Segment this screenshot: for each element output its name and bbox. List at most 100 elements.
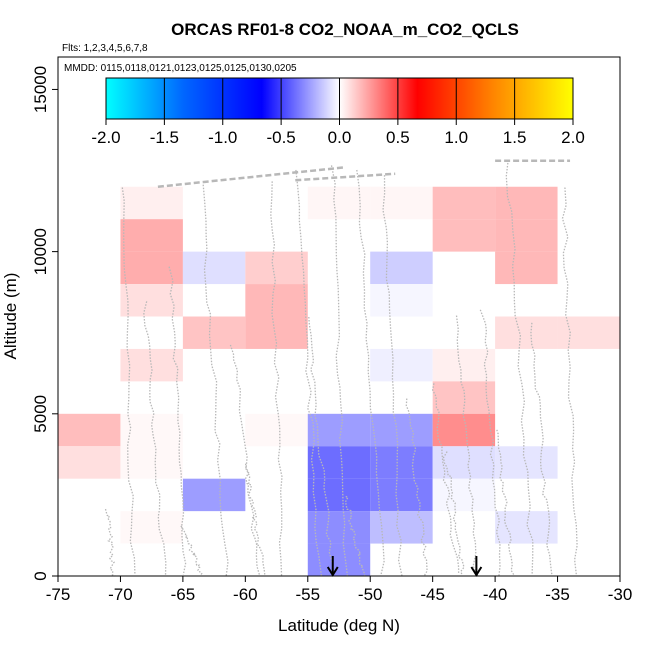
heatmap-cell: [495, 446, 558, 479]
flight-track: [561, 187, 578, 577]
heatmap-cell: [182, 316, 246, 349]
heatmap-cell: [557, 316, 620, 349]
heatmap-cell: [495, 251, 558, 285]
x-tick-label: -75: [46, 585, 71, 604]
colorbar-tick-label: -0.5: [266, 128, 295, 147]
flight-track: [180, 525, 203, 577]
heatmap-cell: [370, 511, 433, 544]
x-axis: -75 -70 -65 -60 -55 -50 -45 -40 -35 -30: [46, 576, 633, 604]
heatmap-cell: [370, 186, 433, 220]
x-tick-label: -40: [483, 585, 508, 604]
x-tick-label: -35: [545, 585, 570, 604]
heatmap-cell: [120, 284, 183, 317]
flight-track: [295, 169, 323, 576]
heatmap-cell: [58, 413, 121, 447]
flight-track: [442, 451, 465, 575]
flight-track: [229, 344, 261, 576]
arrow-marker-head: [470, 566, 483, 577]
heatmap-cell: [120, 251, 183, 285]
heatmap-cell: [432, 478, 496, 512]
heatmap-cell: [307, 543, 371, 576]
dates-label: MMDD: 0115,0118,0121,0123,0125,0125,0130…: [64, 63, 297, 74]
heatmap-cell: [307, 478, 371, 512]
heatmap-cell: [120, 219, 183, 252]
flight-track: [202, 184, 229, 577]
flight-track: [308, 316, 334, 577]
heatmap-cell: [245, 413, 308, 447]
heatmap-cell: [495, 316, 558, 349]
flight-track: [405, 398, 428, 576]
heatmap-cell: [182, 251, 246, 285]
flight-track: [104, 508, 116, 577]
heatmap-cell: [432, 186, 496, 220]
colorbar-tick-label: -1.5: [150, 128, 179, 147]
flight-track: [330, 165, 349, 576]
x-tick-label: -70: [108, 585, 133, 604]
heatmap-cell: [245, 251, 308, 285]
arrow-markers: [326, 556, 483, 577]
flight-track-cruise: [157, 166, 346, 188]
colorbar-tick-label: -1.0: [208, 128, 237, 147]
x-tick-label: -45: [420, 585, 445, 604]
flight-track: [168, 266, 187, 575]
heatmap-cell: [120, 446, 183, 479]
heatmap-cell: [120, 511, 183, 544]
heatmap-cell: [432, 219, 496, 252]
heatmap-cell: [432, 413, 496, 447]
colorbar-tick-label: 1.0: [444, 128, 468, 147]
plot-frame: [57, 56, 621, 577]
y-axis-label: Altitude (m): [1, 273, 20, 360]
flight-track: [143, 301, 167, 577]
heatmap-cells: [58, 186, 620, 576]
chart-title: ORCAS RF01-8 CO2_NOAA_m_CO2_QCLS: [171, 20, 519, 39]
heatmap-cell: [495, 186, 558, 220]
heatmap-cell: [370, 284, 433, 317]
flight-track: [244, 463, 266, 576]
heatmap-cell: [307, 511, 371, 544]
heatmap-cell: [307, 446, 371, 479]
heatmap-cell: [495, 219, 558, 252]
flight-track: [344, 495, 366, 577]
x-axis-label: Latitude (deg N): [278, 616, 400, 635]
flight-tracks: [104, 159, 578, 577]
x-tick-label: -30: [608, 585, 633, 604]
flight-track: [356, 169, 385, 577]
heatmap-cell: [370, 478, 433, 512]
colorbar: -2.0 -1.5 -1.0 -0.5 0.0 0.5 1.0 1.5 2.0: [91, 77, 585, 147]
heatmap-cell: [432, 348, 496, 382]
flight-track: [530, 322, 553, 577]
heatmap-cell: [245, 284, 308, 317]
heatmap-cell: [370, 251, 433, 285]
flight-track: [505, 159, 534, 575]
x-tick-label: -50: [358, 585, 383, 604]
heatmap-cell: [182, 478, 246, 512]
flight-track: [121, 187, 136, 575]
heatmap-cell: [370, 413, 433, 447]
y-axis: 0 5000 10000 15000: [31, 66, 58, 581]
flight-track: [382, 175, 403, 577]
y-tick-label: 5000: [31, 395, 50, 433]
y-tick-label: 15000: [31, 66, 50, 113]
flight-track: [455, 315, 479, 576]
y-tick-label: 10000: [31, 228, 50, 275]
x-tick-label: -65: [171, 585, 196, 604]
flight-track: [270, 181, 283, 577]
colorbar-tick-label: 0.0: [328, 128, 352, 147]
arrow-marker-head: [326, 566, 339, 577]
colorbar-ticks: -2.0 -1.5 -1.0 -0.5 0.0 0.5 1.0 1.5 2.0: [91, 78, 585, 147]
colorbar-tick-label: 2.0: [561, 128, 585, 147]
heatmap-cell: [120, 186, 183, 220]
heatmap-cell: [370, 446, 433, 479]
heatmap-cell: [245, 316, 308, 349]
y-tick-label: 0: [31, 571, 50, 580]
flight-track-cruise: [295, 172, 396, 182]
flight-track: [496, 429, 515, 576]
colorbar-tick-label: -2.0: [91, 128, 120, 147]
x-tick-label: -60: [233, 585, 258, 604]
flights-label: Flts: 1,2,3,4,5,6,7,8: [62, 43, 148, 54]
flight-track: [431, 383, 460, 575]
colorbar-tick-label: 0.5: [386, 128, 410, 147]
heatmap-cell: [370, 348, 433, 382]
x-tick-label: -55: [295, 585, 320, 604]
